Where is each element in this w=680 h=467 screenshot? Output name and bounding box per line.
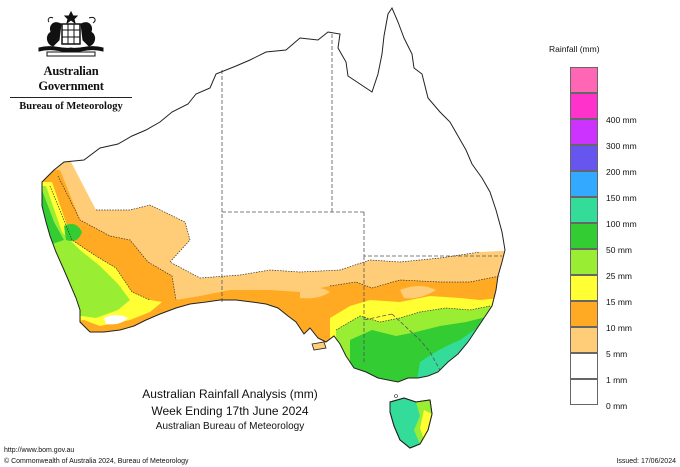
- coat-of-arms-icon: [38, 10, 104, 57]
- rainfall-contours: [49, 175, 501, 331]
- government-branding: Australian Government Bureau of Meteorol…: [10, 10, 132, 112]
- legend-label: 15 mm: [606, 297, 632, 307]
- issued-date: Issued: 17/06/2024: [616, 458, 676, 465]
- legend-label: 1 mm: [606, 375, 628, 385]
- website-url[interactable]: http://www.bom.gov.au: [4, 447, 75, 454]
- legend-label: 10 mm: [606, 323, 632, 333]
- legend-label: 200 mm: [606, 167, 637, 177]
- copyright-notice: © Commonwealth of Australia 2024, Bureau…: [4, 458, 189, 465]
- legend-swatch: [570, 145, 598, 171]
- legend-title: Rainfall (mm): [549, 44, 600, 54]
- state-borders: [221, 34, 502, 371]
- legend-label: 0 mm: [606, 401, 628, 411]
- legend-label: 50 mm: [606, 245, 632, 255]
- bureau-name: Bureau of Meteorology: [19, 101, 123, 112]
- legend-swatch: [570, 353, 598, 379]
- map-title: Australian Rainfall Analysis (mm): [142, 387, 318, 401]
- map-subtitle: Australian Bureau of Meteorology: [155, 421, 305, 432]
- legend-swatch: [570, 119, 598, 145]
- map-period: Week Ending 17th June 2024: [151, 404, 309, 418]
- legend-swatch: [570, 301, 598, 327]
- legend-swatch: [570, 327, 598, 353]
- tasmania: [389, 394, 433, 449]
- kangaroo-island: [311, 341, 327, 351]
- rainfall-fills: [42, 160, 505, 382]
- legend-label: 150 mm: [606, 193, 637, 203]
- legend-swatch: [570, 275, 598, 301]
- legend-label: 25 mm: [606, 271, 632, 281]
- legend-swatch: [570, 171, 598, 197]
- legend-swatch: [570, 379, 598, 405]
- government-name: Australian Government: [38, 64, 104, 93]
- legend-label: 100 mm: [606, 219, 637, 229]
- legend-label: 400 mm: [606, 115, 637, 125]
- legend-swatch: [570, 93, 598, 119]
- legend-swatch: [570, 67, 598, 93]
- legend-label: 300 mm: [606, 141, 637, 151]
- legend-swatch: [570, 223, 598, 249]
- map-title-block: Australian Rainfall Analysis (mm) Week E…: [110, 386, 350, 434]
- branding-divider: [10, 97, 132, 98]
- legend-swatch: [570, 249, 598, 275]
- legend-swatch: [570, 197, 598, 223]
- legend-label: 5 mm: [606, 349, 628, 359]
